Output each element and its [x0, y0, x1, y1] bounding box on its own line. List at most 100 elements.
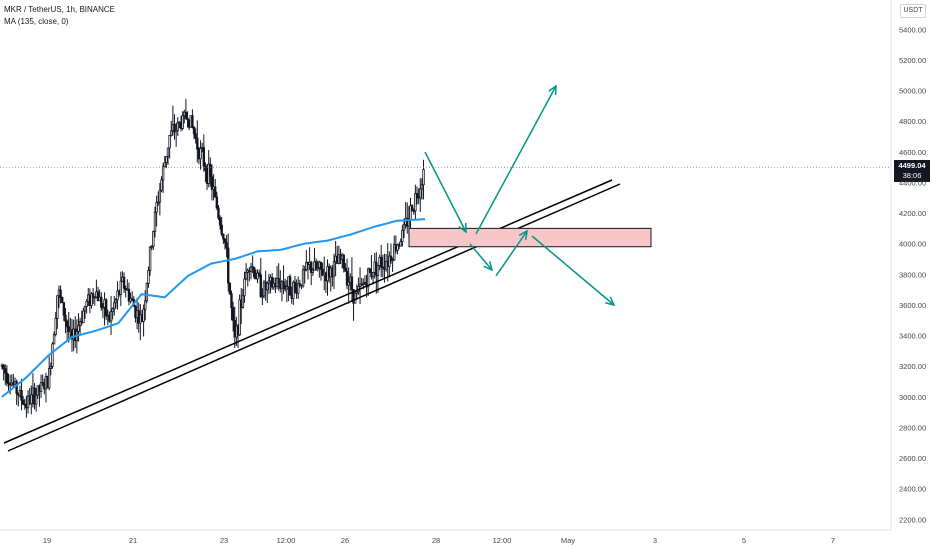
arrow-bear-target-head [605, 296, 616, 307]
arrow-retest [495, 230, 528, 277]
candle-body [420, 184, 424, 190]
candle-body [347, 281, 350, 286]
candle-body [5, 372, 9, 384]
candle-body [181, 115, 184, 129]
candle-body [238, 299, 241, 336]
candle-body [251, 266, 254, 269]
candle-body [122, 276, 126, 289]
candle-body [396, 244, 399, 251]
candle-body [389, 255, 393, 261]
time-tick-label: May [561, 536, 575, 545]
candle-body [244, 272, 248, 280]
price-tick-label: 5200.00 [899, 56, 926, 65]
arrow-drop-to-zone-head [458, 222, 467, 234]
candle-body [410, 205, 414, 212]
candle-body [104, 299, 108, 317]
candle-body [165, 156, 168, 163]
candle-body [210, 176, 214, 190]
candle-body [7, 382, 10, 385]
candle-body [62, 302, 66, 316]
candle-body [41, 382, 44, 385]
candle-body [77, 325, 80, 332]
candle-body [399, 240, 402, 247]
drawings-group[interactable] [0, 84, 891, 452]
candles-group [0, 98, 425, 418]
candle-body [153, 211, 157, 232]
candle-body [342, 254, 345, 269]
candle-body [113, 302, 116, 310]
candle-body [230, 293, 233, 309]
trendline-lower [7, 183, 621, 452]
candle-body [2, 364, 5, 370]
candle-body [303, 269, 306, 272]
candle-body [380, 256, 383, 268]
candle-body [366, 268, 370, 288]
candle-body [223, 238, 227, 243]
candle-body [119, 280, 123, 295]
candle-body [209, 163, 212, 178]
candle-body [116, 290, 119, 301]
candle-body [243, 278, 246, 297]
candle-body [34, 394, 38, 405]
candle-body [199, 148, 202, 160]
candle-body [282, 281, 285, 287]
candle-body [59, 289, 62, 298]
arrow-drop-to-zone [424, 151, 467, 233]
candle-body [371, 271, 375, 278]
candle-body [148, 246, 152, 272]
price-tick-label: 2800.00 [899, 423, 926, 432]
candle-body [96, 291, 100, 302]
price-tick-label: 5000.00 [899, 87, 926, 96]
candle-body [163, 162, 166, 168]
candle-body [350, 276, 354, 290]
candle-body [376, 265, 380, 276]
price-tick-label: 4400.00 [899, 178, 926, 187]
candle-body [184, 111, 188, 119]
candle-body [293, 281, 297, 289]
candle-body [414, 193, 417, 212]
candle-body [54, 318, 57, 335]
arrow-break-down [469, 243, 493, 271]
candle-body [83, 306, 87, 312]
candle-body [196, 137, 199, 150]
candle-body [39, 382, 43, 392]
candle-body [319, 261, 323, 270]
currency-unit-label[interactable]: USDT [900, 4, 926, 18]
candle-body [47, 368, 51, 389]
candle-body [85, 301, 88, 307]
candle-body [155, 202, 158, 213]
candle-body [225, 242, 228, 249]
price-axis[interactable]: 5400.00 5200.00 5000.00 4800.00 4600.00 4400.… [899, 25, 926, 524]
price-tick-label: 4200.00 [899, 209, 926, 218]
candle-body [267, 280, 271, 284]
time-tick-label: 5 [742, 536, 746, 545]
candle-body [64, 314, 67, 322]
candle-body [368, 268, 372, 273]
price-tick-label: 4600.00 [899, 148, 926, 157]
candle-body [345, 270, 349, 286]
time-tick-label: 28 [432, 536, 440, 545]
candle-body [217, 207, 220, 219]
candle-body [362, 282, 365, 285]
candle-body [192, 126, 196, 135]
price-tick-label: 4000.00 [899, 240, 926, 249]
candle-body [270, 277, 274, 288]
candle-body [220, 224, 223, 235]
candle-body [93, 296, 96, 299]
candle-body [160, 179, 163, 191]
candle-body [20, 390, 23, 401]
time-tick-label: 3 [653, 536, 657, 545]
candle-body [56, 295, 59, 319]
candle-body [150, 245, 153, 248]
candle-body [176, 122, 179, 131]
candle-body [170, 130, 173, 136]
arrow-bear-target [531, 235, 615, 306]
trendline-upper [3, 179, 613, 444]
arrow-bull-target-head [548, 84, 557, 96]
candle-body [100, 296, 103, 308]
time-axis[interactable]: 19 21 23 12:00 26 28 12:00 May 3 5 7 [43, 536, 835, 545]
candle-body [101, 306, 105, 309]
candle-body [222, 233, 225, 240]
price-tick-label: 3400.00 [899, 332, 926, 341]
